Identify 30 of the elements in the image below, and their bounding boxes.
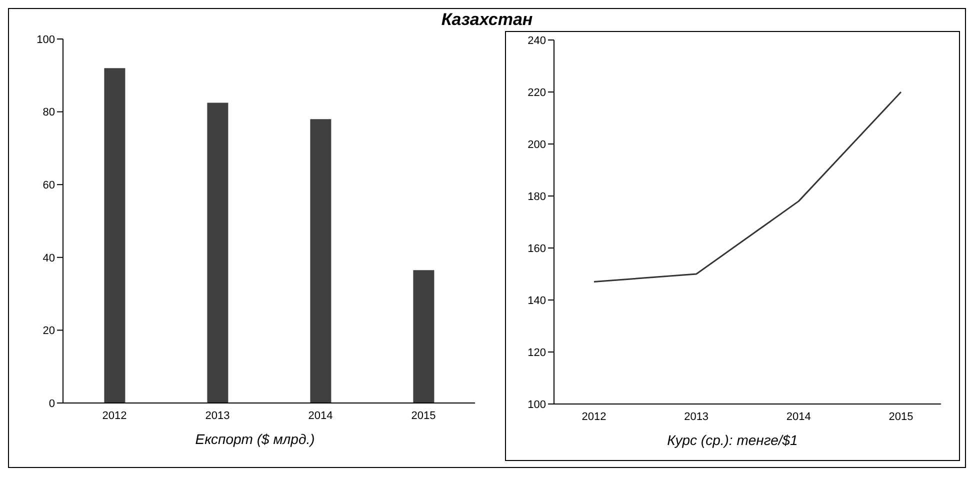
y-tick-label: 80: [42, 106, 55, 119]
y-tick-label: 40: [42, 252, 55, 264]
x-axis-title: Експорт ($ млрд.): [194, 431, 316, 447]
bar: [207, 102, 228, 403]
x-tick-label: 2014: [308, 410, 333, 422]
y-tick-label: 200: [528, 138, 546, 151]
y-tick-label: 100: [528, 398, 546, 411]
y-tick-label: 220: [528, 86, 546, 99]
x-tick-label: 2013: [205, 410, 230, 422]
line-series: [593, 91, 902, 283]
y-tick-label: 160: [528, 242, 546, 255]
bar: [310, 119, 332, 403]
x-tick-label: 2012: [582, 410, 606, 423]
y-tick-label: 100: [36, 34, 55, 46]
x-tick-label: 2015: [888, 410, 914, 423]
x-tick-label: 2015: [411, 410, 436, 422]
bar: [413, 270, 434, 403]
y-tick-label: 60: [42, 180, 55, 192]
y-tick-label: 20: [42, 325, 55, 338]
bar: [104, 68, 126, 403]
y-tick-label: 240: [528, 34, 546, 47]
y-tick-label: 180: [528, 190, 546, 203]
x-tick-label: 2012: [102, 410, 127, 422]
y-tick-label: 0: [48, 398, 55, 410]
x-tick-label: 2013: [684, 410, 709, 423]
chart-title: Казахстан: [440, 9, 534, 31]
x-tick-label: 2014: [786, 410, 811, 423]
x-axis-title: Курс (ср.): тенге/$1: [666, 432, 799, 448]
y-tick-label: 120: [528, 346, 546, 359]
y-tick-label: 140: [528, 294, 546, 307]
